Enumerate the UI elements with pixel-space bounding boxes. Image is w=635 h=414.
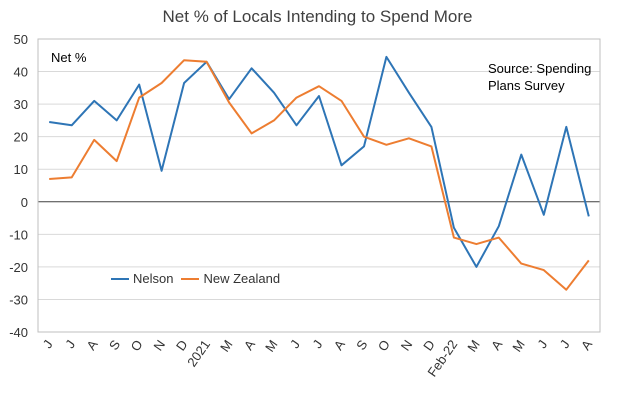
legend-swatch-nelson bbox=[111, 277, 129, 280]
y-tick-label: -30 bbox=[9, 292, 28, 307]
x-tick-label: S bbox=[353, 337, 370, 353]
x-tick-label: S bbox=[106, 337, 123, 353]
x-tick-label: N bbox=[398, 337, 416, 353]
x-tick-label: M bbox=[262, 337, 281, 354]
y-tick-label: 30 bbox=[14, 97, 28, 112]
y-tick-label: 50 bbox=[14, 32, 28, 47]
legend: Nelson New Zealand bbox=[111, 271, 288, 286]
x-tick-label: A bbox=[488, 337, 505, 353]
x-tick-label: J bbox=[40, 337, 56, 351]
y-tick-label: 40 bbox=[14, 65, 28, 80]
x-tick-label: J bbox=[534, 337, 550, 351]
x-tick-label: O bbox=[375, 337, 393, 354]
y-tick-label: -10 bbox=[9, 227, 28, 242]
y-tick-label: 20 bbox=[14, 130, 28, 145]
x-tick-label: D bbox=[173, 337, 191, 353]
plot-frame bbox=[37, 38, 601, 333]
x-tick-label: A bbox=[241, 337, 258, 353]
x-tick-label: M bbox=[217, 337, 236, 354]
x-tick-label: J bbox=[557, 337, 573, 351]
legend-item-new-zealand: New Zealand bbox=[181, 271, 280, 286]
x-tick-label: D bbox=[420, 337, 438, 353]
series-lines bbox=[49, 55, 590, 291]
x-tick-label: O bbox=[128, 337, 146, 354]
x-tick-label: J bbox=[309, 337, 325, 351]
x-tick-label: J bbox=[287, 337, 303, 351]
x-tick-label: A bbox=[578, 337, 595, 353]
legend-label-nelson: Nelson bbox=[133, 271, 174, 286]
source-annotation: Source: Spending Plans Survey bbox=[488, 61, 592, 93]
x-tick-label: 2021 bbox=[184, 337, 213, 369]
y-tick-label: 0 bbox=[21, 195, 28, 210]
legend-label-new-zealand: New Zealand bbox=[203, 271, 281, 286]
x-tick-label: M bbox=[509, 337, 528, 354]
y-axis: 50 40 30 20 10 0 -10 -20 -30 -40 bbox=[9, 32, 28, 340]
x-tick-label: A bbox=[331, 337, 348, 353]
legend-item-nelson: Nelson bbox=[111, 271, 173, 286]
gridlines bbox=[37, 38, 601, 333]
x-tick-label: M bbox=[464, 337, 483, 354]
x-tick-label: J bbox=[62, 337, 78, 351]
legend-swatch-new-zealand bbox=[181, 277, 200, 280]
series-line-new-zealand bbox=[49, 59, 590, 291]
y-tick-label: -40 bbox=[9, 325, 28, 340]
y-axis-label: Net % bbox=[51, 50, 87, 65]
y-tick-label: 10 bbox=[14, 162, 28, 177]
x-tick-label: N bbox=[150, 337, 168, 353]
series-line-nelson bbox=[49, 55, 590, 268]
y-tick-label: -20 bbox=[9, 260, 28, 275]
chart-title: Net % of Locals Intending to Spend More bbox=[162, 7, 473, 26]
x-tick-label: A bbox=[83, 337, 100, 353]
